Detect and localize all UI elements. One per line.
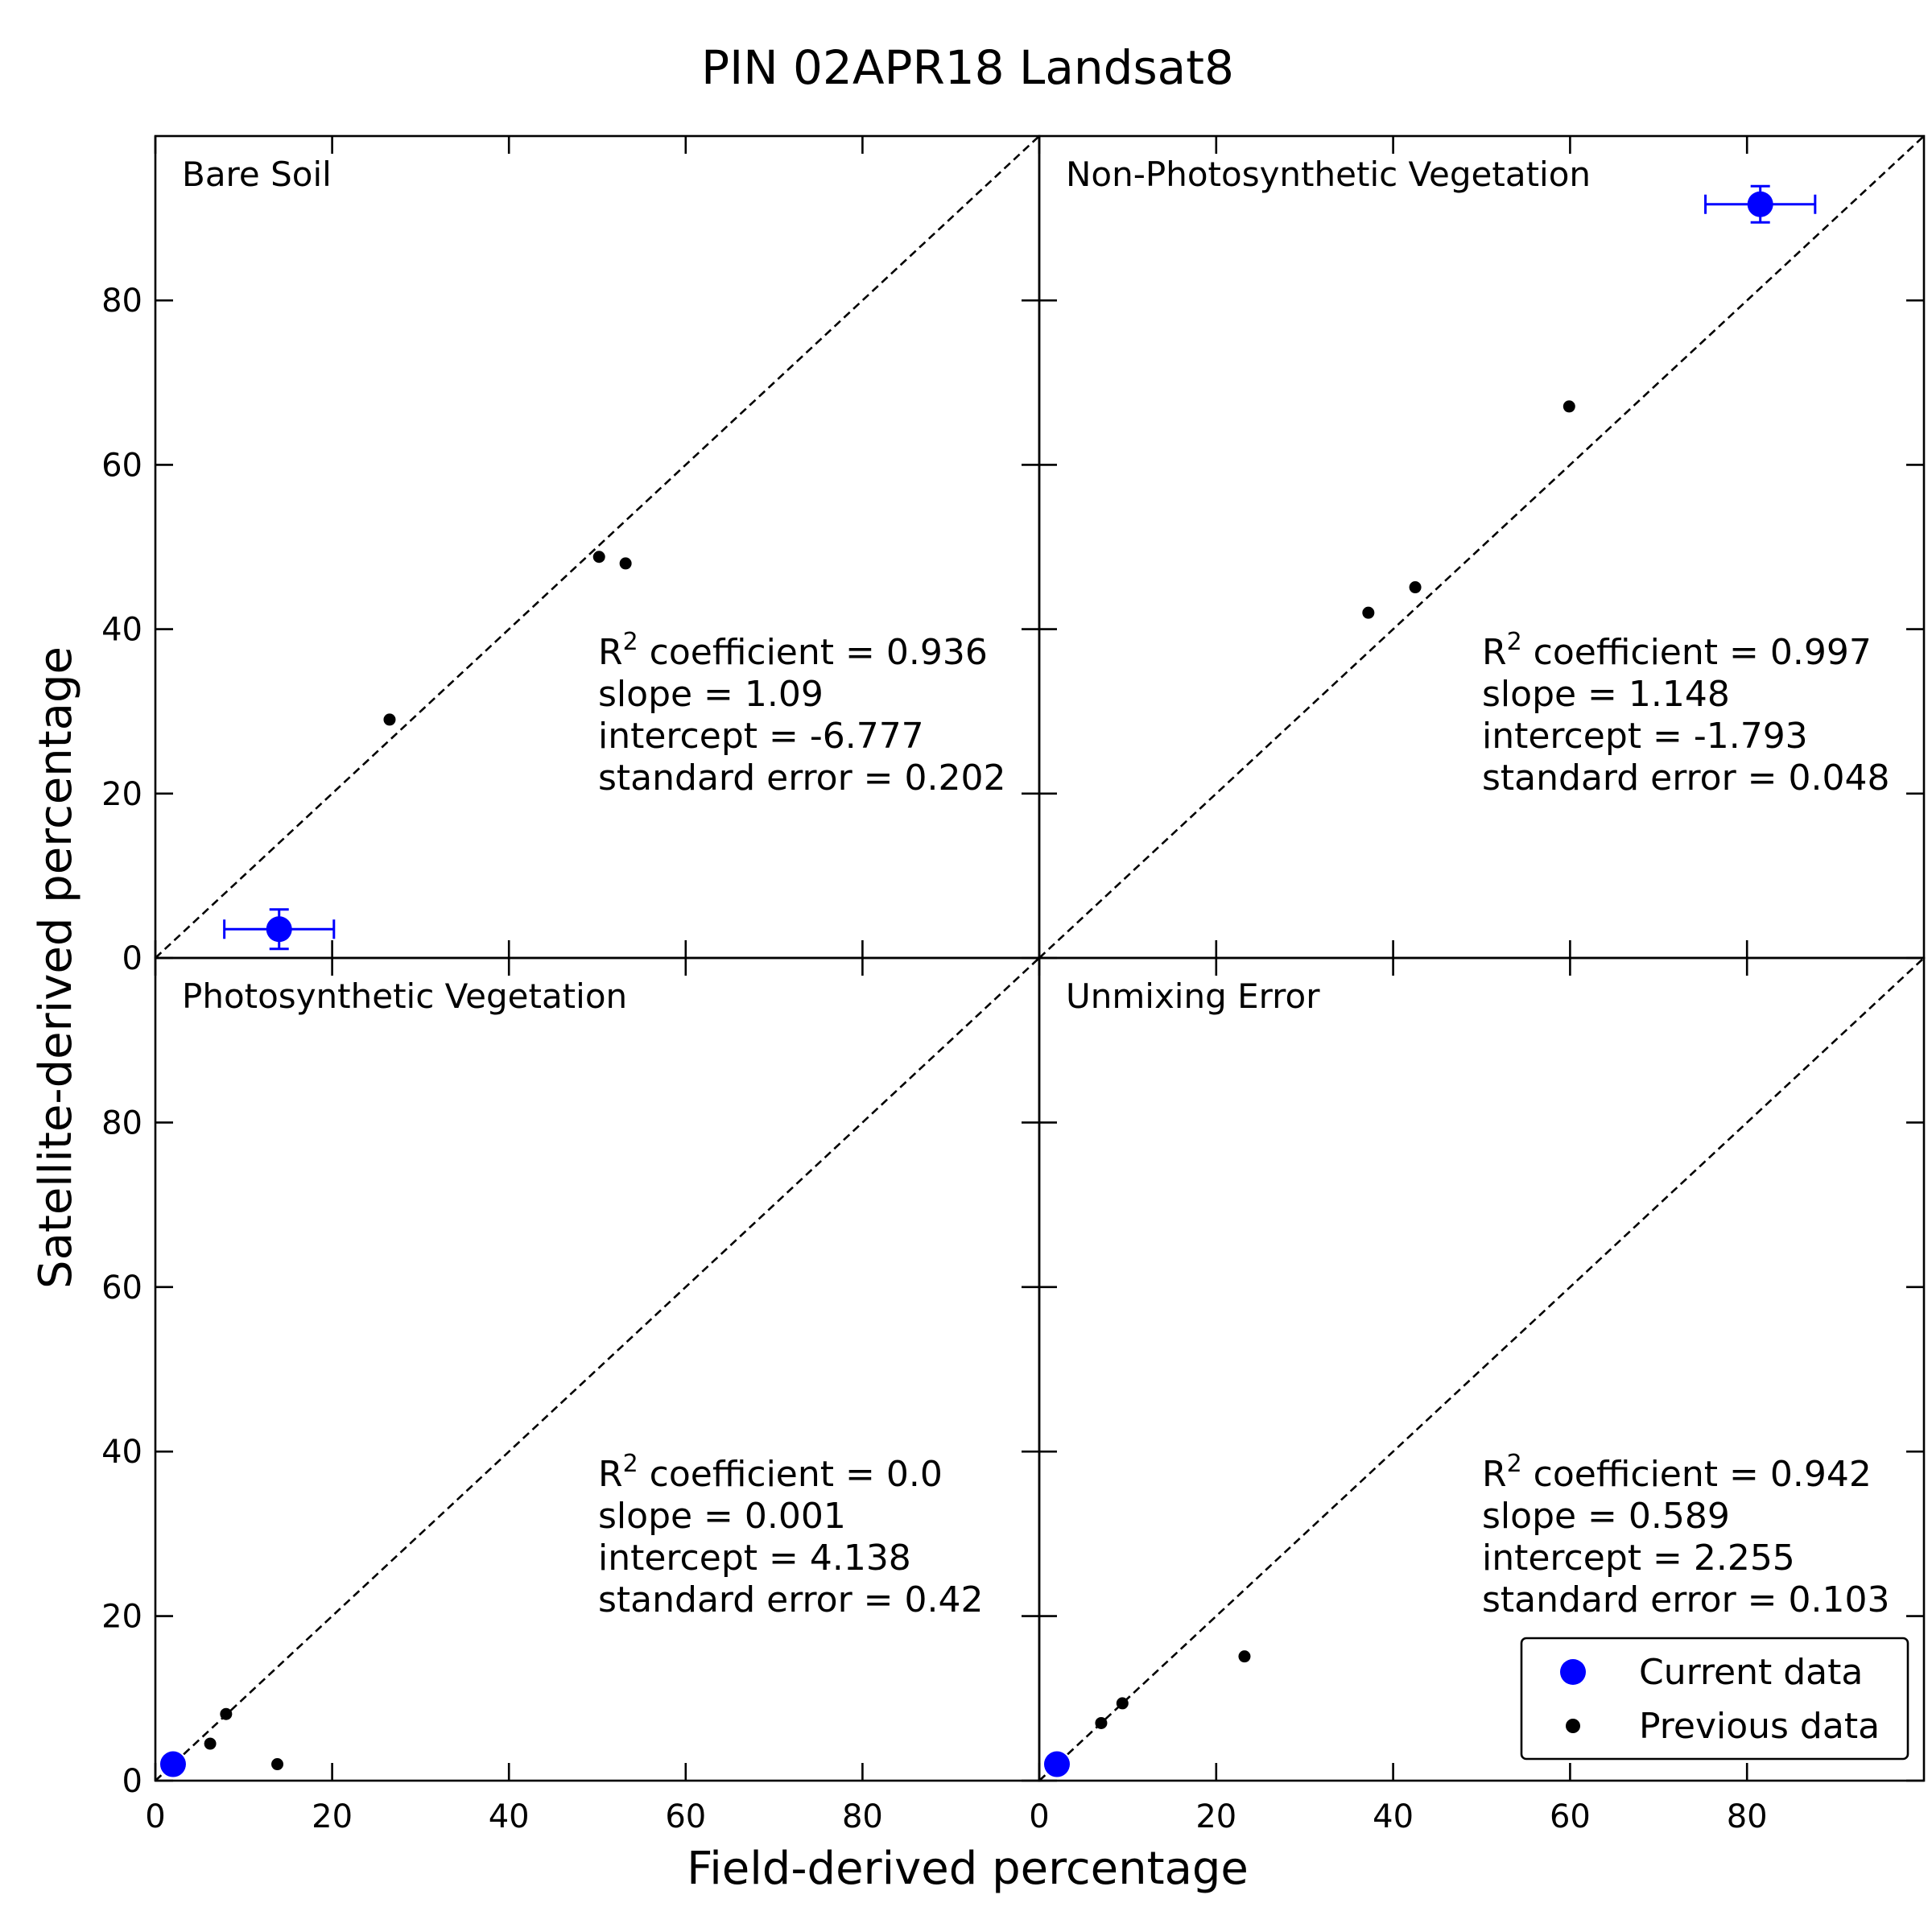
- r2-text: R2 coefficient = 0.936: [598, 628, 988, 673]
- current-data-point: [266, 916, 292, 943]
- std-error-text: standard error = 0.103: [1482, 1579, 1889, 1620]
- panel-3: 0 20 40 60 80 0 20 40 60 80 Photosynthetic Vegetat…: [101, 956, 1041, 1835]
- r2-superscript: 2: [1507, 628, 1522, 656]
- previous-data-point: [271, 1758, 284, 1771]
- slope-text: slope = 0.589: [1482, 1496, 1730, 1537]
- x-tick-label: 60: [665, 1798, 706, 1835]
- x-tick-label: 40: [489, 1798, 530, 1835]
- y-axis-title: Satellite-derived percentage: [30, 646, 82, 1289]
- panel-label: Unmixing Error: [1066, 976, 1320, 1016]
- legend-label: Current data: [1639, 1652, 1863, 1693]
- previous-data-point: [383, 713, 396, 726]
- legend-label: Previous data: [1639, 1706, 1880, 1747]
- x-tick-label: 60: [1550, 1798, 1591, 1835]
- panel-label: Bare Soil: [182, 155, 332, 194]
- x-tick-label: 20: [312, 1798, 353, 1835]
- x-tick-label: 80: [1727, 1798, 1768, 1835]
- x-tick-label: 20: [1195, 1798, 1236, 1835]
- previous-data-point: [1409, 581, 1422, 594]
- r2-superscript: 2: [1507, 1450, 1522, 1478]
- panel-frame: [1038, 956, 1926, 1782]
- r2-label: R: [1482, 1454, 1507, 1495]
- previous-data-point: [1238, 1650, 1251, 1663]
- y-tick-label: 20: [101, 1599, 142, 1636]
- panel-4: 0 20 40 60 80 Unmixing Error R2 coefficient = …: [1029, 956, 1926, 1835]
- panel-label: Non-Photosynthetic Vegetation: [1066, 155, 1591, 194]
- slope-text: slope = 1.148: [1482, 674, 1730, 715]
- one-to-one-line: [155, 135, 1040, 959]
- y-tick-label: 20: [101, 776, 142, 813]
- y-tick-label: 80: [101, 283, 142, 320]
- panel-1: 0 20 40 60 80 Bare Soil R2 coefficient = 0.936…: [101, 134, 1041, 977]
- slope-text: slope = 1.09: [598, 674, 824, 715]
- y-tick-label: 60: [101, 447, 142, 484]
- previous-data-point: [220, 1707, 233, 1720]
- slope-text: slope = 0.001: [598, 1496, 846, 1537]
- x-tick-label: 0: [145, 1798, 165, 1835]
- std-error-text: standard error = 0.42: [598, 1579, 983, 1620]
- chart-title: PIN 02APR18 Landsat8: [701, 40, 1234, 95]
- previous-data-point: [1362, 606, 1375, 619]
- previous-data-point: [592, 551, 605, 564]
- r2-value: coefficient = 0.0: [638, 1454, 943, 1495]
- y-tick-label: 0: [122, 1763, 142, 1800]
- legend-box: [1520, 1637, 1909, 1761]
- previous-data-point: [619, 557, 632, 570]
- x-axis-title: Field-derived percentage: [687, 1843, 1249, 1895]
- intercept-text: intercept = 2.255: [1482, 1538, 1795, 1579]
- panel-2: Non-Photosynthetic Vegetation R2 coeffici…: [1038, 134, 1926, 960]
- y-tick-label: 0: [122, 940, 142, 977]
- r2-superscript: 2: [623, 1450, 638, 1478]
- r2-label: R: [598, 1454, 623, 1495]
- y-tick-label: 80: [101, 1104, 142, 1141]
- r2-text: R2 coefficient = 0.997: [1482, 628, 1872, 673]
- x-tick-label: 0: [1029, 1798, 1049, 1835]
- legend-marker: [1560, 1659, 1586, 1685]
- r2-value: coefficient = 0.997: [1522, 632, 1872, 673]
- legend-marker: [1566, 1719, 1580, 1733]
- r2-text: R2 coefficient = 0.0: [598, 1450, 943, 1495]
- previous-data-point: [1563, 400, 1575, 413]
- one-to-one-line: [1038, 957, 1925, 1781]
- current-data-point: [159, 1751, 186, 1777]
- intercept-text: intercept = 4.138: [598, 1538, 911, 1579]
- current-data-point: [1043, 1751, 1070, 1777]
- intercept-text: intercept = -1.793: [1482, 716, 1808, 757]
- y-tick-label: 40: [101, 1434, 142, 1471]
- previous-data-point: [1116, 1697, 1129, 1710]
- panel-label: Photosynthetic Vegetation: [182, 976, 627, 1016]
- r2-label: R: [598, 632, 623, 673]
- r2-superscript: 2: [623, 628, 638, 656]
- r2-value: coefficient = 0.936: [638, 632, 988, 673]
- x-tick-label: 80: [842, 1798, 883, 1835]
- x-tick-label: 40: [1373, 1798, 1414, 1835]
- y-tick-label: 40: [101, 612, 142, 649]
- y-tick-label: 60: [101, 1269, 142, 1307]
- r2-label: R: [1482, 632, 1507, 673]
- r2-value: coefficient = 0.942: [1522, 1454, 1872, 1495]
- std-error-text: standard error = 0.202: [598, 758, 1005, 799]
- previous-data-point: [204, 1737, 217, 1750]
- one-to-one-line: [155, 957, 1040, 1781]
- std-error-text: standard error = 0.048: [1482, 758, 1889, 799]
- previous-data-point: [1095, 1716, 1108, 1729]
- r2-text: R2 coefficient = 0.942: [1482, 1450, 1872, 1495]
- one-to-one-line: [1038, 135, 1925, 959]
- current-data-point: [1747, 191, 1773, 217]
- legend: Current data Previous data: [1520, 1637, 1909, 1761]
- intercept-text: intercept = -6.777: [598, 716, 924, 757]
